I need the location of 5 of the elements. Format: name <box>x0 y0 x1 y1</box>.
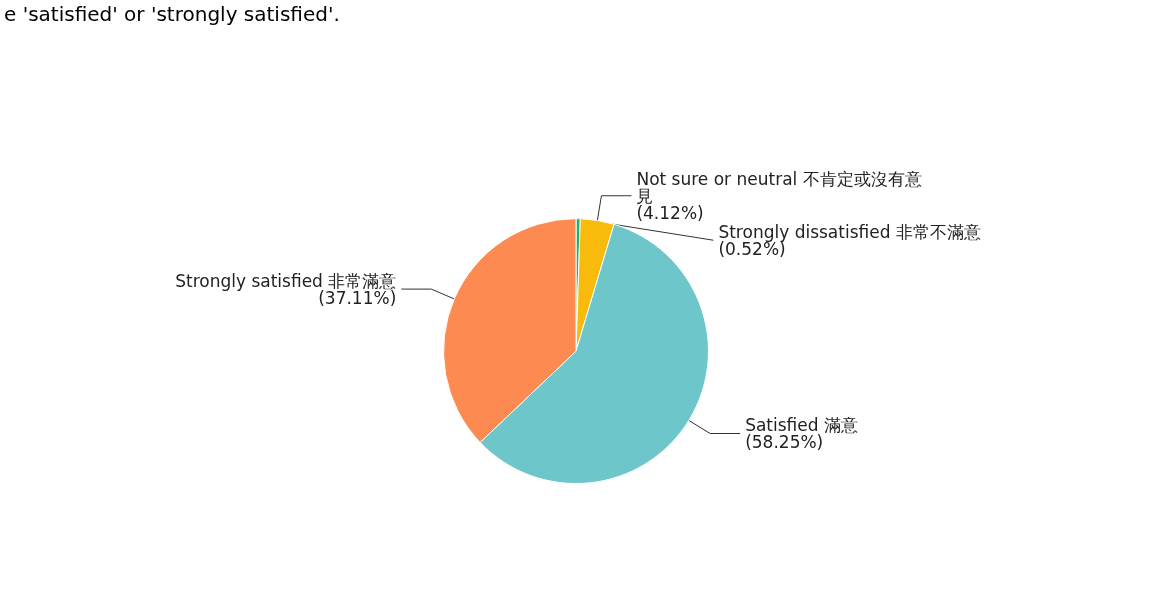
slice-label: Not sure or neutral 不肯定或沒有意見 <box>636 168 922 206</box>
data-label: (58.25%) <box>745 432 824 453</box>
slice-label: Strongly satisfied 非常滿意 <box>175 270 397 291</box>
text: e 'satisfied' or 'strongly satisfied'. <box>4 2 340 26</box>
slice-label: Strongly dissatisfied 非常不滿意 <box>718 221 981 242</box>
